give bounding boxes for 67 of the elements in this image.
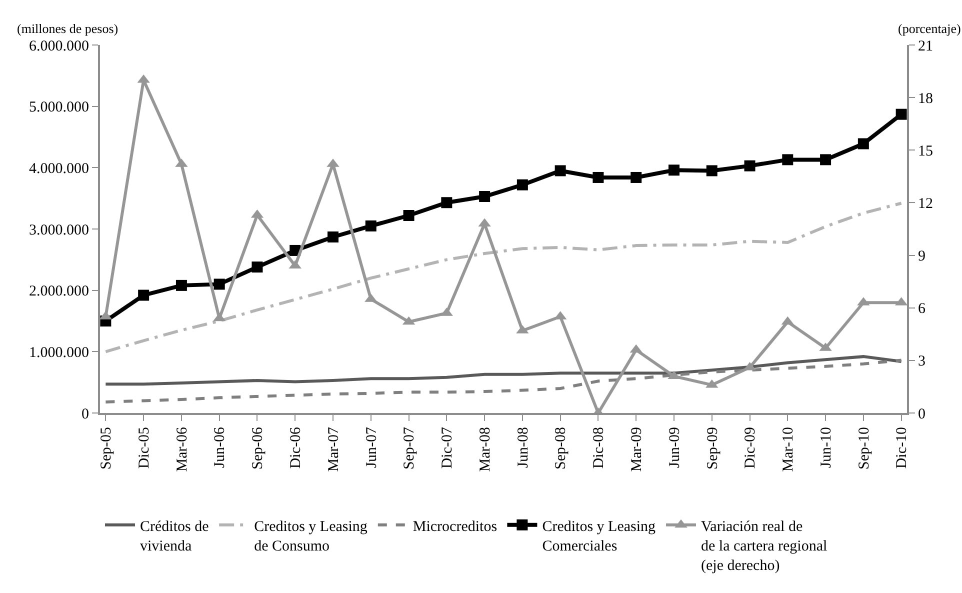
point: [630, 172, 642, 183]
point: [782, 154, 794, 166]
line-series: [104, 358, 903, 404]
point: [858, 138, 869, 150]
x-tick-label: Mar-10: [780, 427, 797, 472]
x-tick-label: Mar-08: [477, 427, 494, 472]
line-series: [104, 202, 903, 354]
legend-label: Creditos y Leasing Comerciales: [542, 518, 656, 554]
legend-label: Créditos de vivienda: [140, 518, 210, 554]
point: [668, 164, 680, 176]
point: [516, 179, 528, 190]
legend-label: Variación real de de la cartera regional (eje derecho): [701, 518, 828, 574]
x-tick-label: Dic-08: [591, 427, 608, 469]
y2-tick-label: 0: [918, 406, 926, 422]
point: [176, 280, 187, 291]
legend-label: Creditos y Leasing de Consumo: [254, 518, 368, 554]
x-tick-label: Dic-05: [136, 427, 152, 469]
x-tick-label: Sep-08: [553, 427, 570, 470]
y2-tick-label: 9: [918, 248, 926, 265]
y-tick-label: 4.000.000: [29, 160, 89, 177]
y-axis-title: (millones de pesos): [17, 21, 118, 36]
point: [706, 165, 718, 176]
point: [479, 190, 490, 202]
x-tick-label: Sep-07: [402, 426, 418, 470]
x-tick-label: Mar-07: [326, 426, 342, 472]
x-tick-label: Jun-09: [666, 427, 683, 468]
x-tick-label: Dic-06: [288, 426, 304, 469]
y-tick-label: 1.000.000: [29, 344, 89, 361]
legend-label: Microcreditos: [412, 518, 498, 535]
y-tick-label: 0: [82, 406, 89, 422]
x-tick-label: Dic-10: [894, 427, 910, 469]
point: [554, 165, 566, 176]
point: [365, 220, 376, 232]
y2-tick-label: 15: [918, 143, 933, 160]
y2-tick-label: 18: [918, 90, 933, 107]
x-tick-label: Sep-06: [250, 426, 266, 470]
x-tick-label: Jun-07: [364, 426, 380, 468]
x-tick-label: Jun-06: [212, 426, 228, 468]
y2-tick-label: 6: [918, 301, 926, 318]
point: [441, 197, 452, 208]
point: [744, 160, 756, 172]
y2-axis-title: (porcentaje): [898, 21, 961, 36]
x-tick-label: Mar-06: [174, 426, 190, 472]
point: [403, 210, 414, 222]
point: [328, 231, 339, 242]
x-tick-label: Sep-09: [704, 427, 721, 470]
x-tick-label: Sep-05: [98, 427, 115, 470]
point: [252, 262, 263, 273]
point: [138, 290, 150, 301]
y-tick-label: 2.000.000: [29, 284, 89, 300]
x-tick-label: Sep-10: [856, 427, 872, 470]
x-tick-label: Dic-07: [440, 426, 456, 469]
y2-tick-label: 21: [918, 38, 933, 54]
point: [896, 108, 907, 120]
line-series: [104, 355, 903, 386]
y-tick-label: 3.000.000: [29, 222, 89, 238]
y2-tick-label: 12: [918, 196, 933, 212]
point: [820, 154, 832, 166]
x-tick-label: Dic-09: [742, 427, 759, 469]
x-tick-label: Jun-08: [515, 427, 532, 468]
point: [214, 278, 225, 290]
x-tick-label: Jun-10: [818, 427, 834, 468]
point: [592, 172, 604, 183]
x-tick-label: Mar-09: [628, 427, 645, 472]
y-tick-label: 6.000.000: [29, 38, 89, 54]
y-tick-label: 5.000.000: [29, 100, 89, 116]
y2-tick-label: 3: [918, 354, 926, 370]
